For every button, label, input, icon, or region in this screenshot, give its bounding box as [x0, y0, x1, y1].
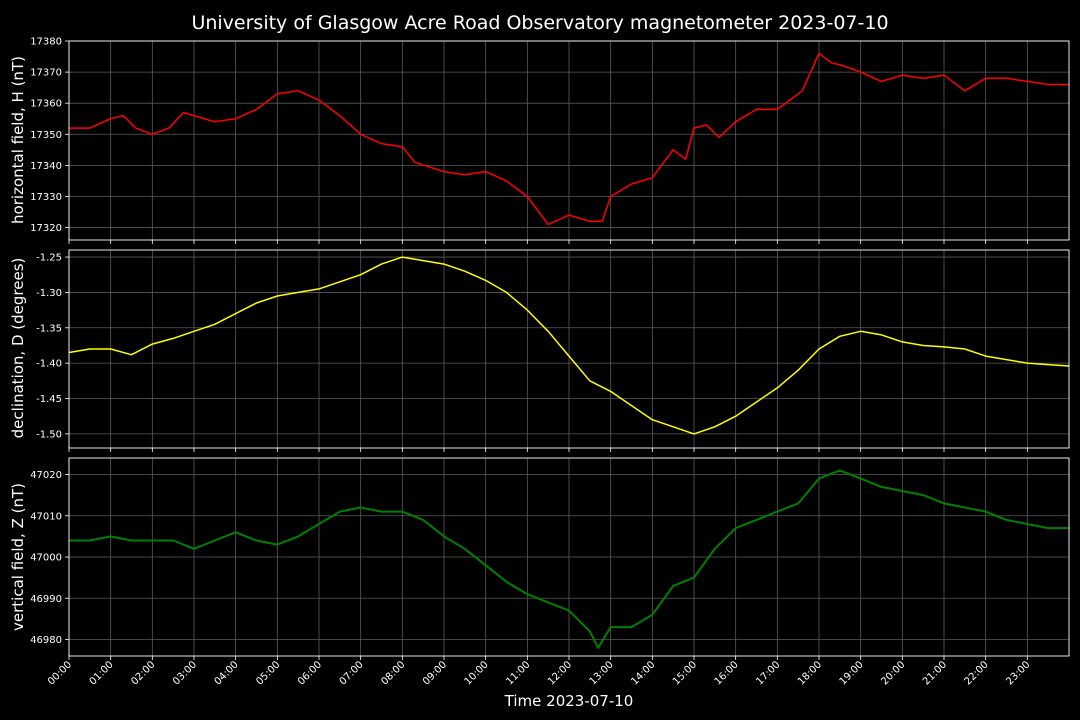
panel-d-series-line — [68, 256, 1070, 435]
x-tick-label: 16:00 — [713, 659, 741, 687]
panel-d-ytick-label: -1.50 — [36, 429, 62, 440]
x-tick-label: 12:00 — [546, 659, 574, 687]
panel-z-ytick-label: 47010 — [30, 511, 62, 522]
x-tick-label: 20:00 — [879, 659, 907, 687]
chart-title: University of Glasgow Acre Road Observat… — [191, 12, 888, 34]
x-tick-label: 15:00 — [671, 659, 699, 687]
panel-h-ytick-label: 17330 — [30, 192, 62, 203]
x-tick-label: 13:00 — [588, 659, 616, 687]
panel-h-ytick-label: 17380 — [30, 37, 62, 48]
panel-z-frame — [68, 457, 1070, 657]
panel-z-ytick-label: 47020 — [30, 470, 62, 481]
panel-h-ylabel: horizontal field, H (nT) — [9, 56, 27, 224]
x-tick-label: 14:00 — [629, 659, 657, 687]
x-tick-label: 01:00 — [88, 659, 116, 687]
x-tick-label: 22:00 — [963, 659, 991, 687]
x-tick-label: 09:00 — [421, 659, 449, 687]
panel-h-ytick-label: 17370 — [30, 68, 62, 79]
x-axis-label: Time 2023-07-10 — [504, 692, 634, 710]
panel-d-ylabel: declination, D (degrees) — [9, 258, 27, 439]
x-tick-label: 02:00 — [129, 659, 157, 687]
x-tick-label: 10:00 — [463, 659, 491, 687]
panel-d-frame — [68, 249, 1070, 449]
panel-z-ytick-label: 47000 — [30, 553, 62, 564]
x-tick-label: 06:00 — [296, 659, 324, 687]
x-tick-label: 21:00 — [921, 659, 949, 687]
panel-h-ytick-label: 17340 — [30, 161, 62, 172]
x-tick-label: 07:00 — [338, 659, 366, 687]
x-tick-label: 08:00 — [379, 659, 407, 687]
panel-d-ytick-label: -1.25 — [36, 253, 62, 264]
x-tick-label: 03:00 — [171, 659, 199, 687]
x-tick-label: 04:00 — [213, 659, 241, 687]
x-tick-label: 05:00 — [254, 659, 282, 687]
x-tick-label: 17:00 — [754, 659, 782, 687]
x-tick-label: 23:00 — [1004, 659, 1032, 687]
panel-z-ylabel: vertical field, Z (nT) — [9, 483, 27, 631]
panel-d-ytick-label: -1.35 — [36, 323, 62, 334]
x-tick-label: 00:00 — [46, 659, 74, 687]
panel-h-ytick-label: 17360 — [30, 99, 62, 110]
panel-d-ytick-label: -1.30 — [36, 288, 62, 299]
plot-layer: 17320 17330 17340 17350 17360 17370 17380 -1.50… — [30, 37, 1070, 688]
panel-z-series-line — [69, 469, 1069, 649]
panel-h-series-line — [69, 52, 1069, 226]
panel-z-ytick-label: 46990 — [30, 594, 62, 605]
x-tick-label: 19:00 — [838, 659, 866, 687]
panel-h-ytick-label: 17320 — [30, 223, 62, 234]
panel-d-ytick-label: -1.40 — [36, 359, 62, 370]
x-tick-label: 11:00 — [504, 659, 532, 687]
panel-h-frame — [68, 40, 1070, 241]
panel-z-ytick-label: 46980 — [30, 635, 62, 646]
x-tick-label: 18:00 — [796, 659, 824, 687]
panel-d-ytick-label: -1.45 — [36, 394, 62, 405]
panel-h-ytick-label: 17350 — [30, 130, 62, 141]
